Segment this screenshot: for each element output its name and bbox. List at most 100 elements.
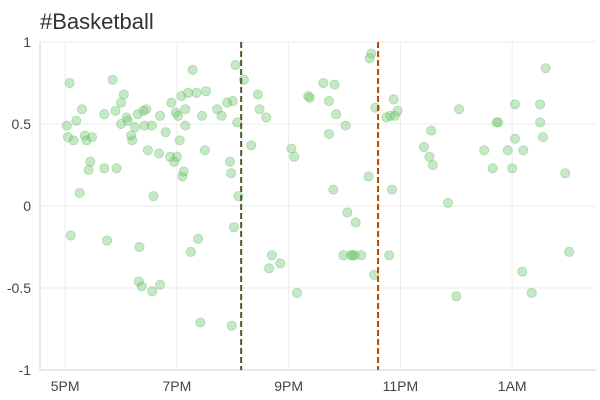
- data-point: [502, 145, 513, 156]
- data-point: [304, 92, 315, 103]
- data-point: [185, 246, 196, 257]
- data-point: [224, 156, 235, 167]
- data-point: [132, 109, 143, 120]
- data-point: [154, 148, 165, 159]
- data-point: [85, 156, 96, 167]
- y-tick-label: 0.5: [12, 116, 32, 132]
- data-point: [318, 78, 329, 89]
- data-point: [442, 197, 453, 208]
- data-point: [454, 104, 465, 115]
- data-point: [74, 187, 85, 198]
- data-point: [509, 99, 520, 110]
- x-tick-label: 11PM: [383, 378, 419, 394]
- data-point: [191, 87, 202, 98]
- data-point: [133, 276, 144, 287]
- data-point: [227, 96, 238, 107]
- data-point: [264, 263, 275, 274]
- data-point: [76, 104, 87, 115]
- data-point: [169, 156, 180, 167]
- data-point: [246, 140, 257, 151]
- data-point: [560, 168, 571, 179]
- data-point: [252, 89, 263, 100]
- data-point: [81, 135, 92, 146]
- data-point: [254, 104, 265, 115]
- data-point: [266, 250, 277, 261]
- data-point: [200, 86, 211, 97]
- data-point: [64, 78, 75, 89]
- data-point: [535, 117, 546, 128]
- data-point: [193, 233, 204, 244]
- reference-lines: [240, 42, 380, 370]
- data-point: [526, 287, 537, 298]
- data-point: [86, 132, 97, 143]
- data-point: [83, 164, 94, 175]
- data-point: [323, 128, 334, 139]
- data-point: [216, 110, 227, 121]
- data-point: [138, 105, 149, 116]
- data-point: [61, 120, 72, 131]
- data-point: [537, 132, 548, 143]
- data-point: [426, 125, 437, 136]
- data-point: [518, 145, 529, 156]
- data-point: [129, 122, 140, 133]
- data-point: [328, 184, 339, 195]
- data-point: [517, 266, 528, 277]
- data-point: [139, 120, 150, 131]
- data-point: [111, 163, 122, 174]
- data-point: [487, 163, 498, 174]
- data-point: [292, 287, 303, 298]
- x-tick-label: 5PM: [51, 378, 80, 394]
- plot-frame: [39, 42, 596, 371]
- data-point: [479, 145, 490, 156]
- data-point: [451, 291, 462, 302]
- data-point: [275, 258, 286, 269]
- data-point: [340, 120, 351, 131]
- data-point: [331, 109, 342, 120]
- y-tick-label: -1: [19, 362, 32, 378]
- data-point: [183, 87, 194, 98]
- data-point: [197, 110, 208, 121]
- data-point: [141, 104, 152, 115]
- data-point: [226, 320, 237, 331]
- data-point: [564, 246, 575, 257]
- data-point: [323, 96, 334, 107]
- data-point: [507, 163, 518, 174]
- data-point: [226, 168, 237, 179]
- data-point: [369, 269, 380, 280]
- data-point: [160, 127, 171, 138]
- x-tick-label: 1AM: [498, 378, 527, 394]
- data-point: [509, 133, 520, 144]
- data-point: [427, 159, 438, 170]
- data-point: [148, 191, 159, 202]
- data-point: [303, 91, 314, 102]
- data-point: [174, 135, 185, 146]
- y-tick-label: 1: [23, 34, 31, 50]
- data-point: [99, 109, 110, 120]
- data-point: [228, 222, 239, 233]
- data-point: [222, 97, 233, 108]
- data-point: [155, 279, 166, 290]
- data-point: [195, 317, 206, 328]
- data-point: [392, 105, 403, 116]
- y-tick-label: -0.5: [7, 280, 31, 296]
- data-point: [232, 117, 243, 128]
- data-point: [540, 63, 551, 74]
- data-point: [173, 110, 184, 121]
- data-point: [110, 105, 121, 116]
- data-point: [342, 207, 353, 218]
- data-point: [493, 117, 504, 128]
- data-point: [199, 145, 210, 156]
- data-point: [102, 235, 113, 246]
- data-point: [350, 217, 361, 228]
- data-point: [71, 115, 82, 126]
- data-point: [166, 97, 177, 108]
- data-point: [389, 110, 400, 121]
- data-point: [230, 59, 241, 70]
- data-point: [329, 79, 340, 90]
- data-points: [61, 48, 575, 331]
- x-tick-label: 9PM: [274, 378, 303, 394]
- data-point: [384, 250, 395, 261]
- data-point: [171, 151, 182, 162]
- data-point: [146, 120, 157, 131]
